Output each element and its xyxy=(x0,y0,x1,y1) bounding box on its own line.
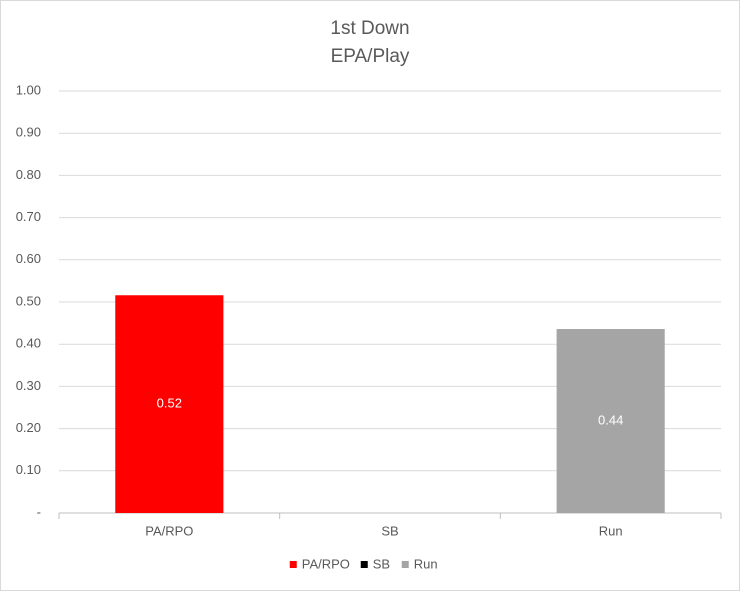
legend-label: Run xyxy=(414,556,438,571)
x-tick-label: Run xyxy=(599,523,623,538)
bar xyxy=(556,329,665,513)
y-tick-label: 0.50 xyxy=(16,293,41,308)
legend-marker xyxy=(401,561,409,568)
chart-title: EPA/Play xyxy=(331,46,410,67)
y-tick-label: 0.80 xyxy=(16,167,41,182)
y-tick-label: - xyxy=(37,504,41,519)
y-tick-label: 1.00 xyxy=(16,82,41,97)
data-label: 0.52 xyxy=(157,396,182,411)
y-tick-label: 0.60 xyxy=(16,251,41,266)
x-tick-label: PA/RPO xyxy=(145,523,193,538)
legend-label: PA/RPO xyxy=(302,556,350,571)
y-tick-label: 0.70 xyxy=(16,209,41,224)
y-tick-label: 0.20 xyxy=(16,420,41,435)
chart-title: 1st Down xyxy=(330,18,409,39)
x-tick-label: SB xyxy=(381,523,398,538)
y-tick-label: 0.90 xyxy=(16,125,41,140)
legend-marker xyxy=(360,561,368,568)
y-tick-label: 0.30 xyxy=(16,378,41,393)
y-tick-label: 0.40 xyxy=(16,336,41,351)
y-tick-label: 0.10 xyxy=(16,462,41,477)
bar xyxy=(115,295,224,513)
data-label: 0.44 xyxy=(598,412,623,427)
legend-marker xyxy=(289,561,297,568)
legend-label: SB xyxy=(373,556,390,571)
